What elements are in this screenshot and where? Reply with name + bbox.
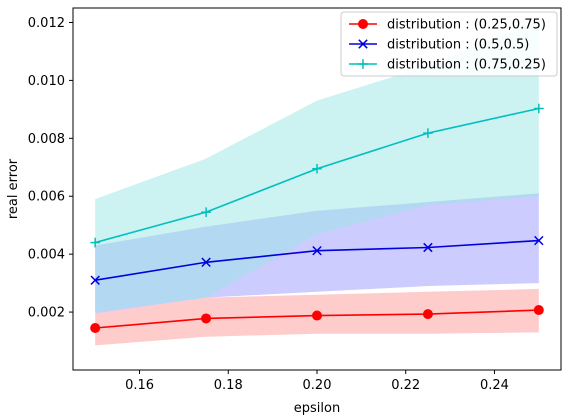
marker-series-0-point-4 bbox=[533, 305, 544, 316]
marker-series-1-point-3 bbox=[423, 242, 433, 253]
marker-series-0-point-3 bbox=[422, 309, 433, 320]
x-tick-label: 0.24 bbox=[480, 378, 509, 393]
marker-series-2-point-4 bbox=[534, 103, 544, 114]
marker-series-0-point-1 bbox=[201, 313, 212, 324]
legend-label-1: distribution : (0.5,0.5) bbox=[387, 38, 529, 53]
marker-series-0-point-0 bbox=[90, 323, 101, 334]
legend-item-0: distribution : (0.25,0.75) bbox=[349, 18, 546, 33]
x-tick-label: 0.18 bbox=[214, 378, 243, 393]
marker-series-1-point-4 bbox=[534, 235, 544, 246]
legend: distribution : (0.25,0.75) distribution :… bbox=[340, 11, 558, 77]
marker-series-1-point-2 bbox=[312, 245, 322, 256]
y-tick-label: 0.004 bbox=[28, 248, 65, 263]
x-tick-label: 0.16 bbox=[125, 378, 154, 393]
legend-label-0: distribution : (0.25,0.75) bbox=[387, 18, 546, 33]
marker-series-1-point-1 bbox=[201, 257, 211, 267]
y-tick-label: 0.006 bbox=[28, 190, 65, 205]
marker-series-2-point-2 bbox=[312, 163, 322, 174]
legend-marker-0 bbox=[358, 19, 368, 29]
legend-marker-1 bbox=[358, 39, 368, 49]
marker-series-0-point-2 bbox=[312, 310, 322, 321]
series-markers bbox=[90, 103, 544, 334]
marker-series-2-point-3 bbox=[423, 128, 433, 138]
marker-series-1-point-0 bbox=[90, 275, 100, 285]
legend-box bbox=[340, 11, 558, 77]
x-axis-ticks: 0.16 0.18 0.20 0.22 0.24 bbox=[125, 370, 509, 393]
x-tick-label: 0.22 bbox=[391, 378, 420, 393]
marker-series-2-point-0 bbox=[90, 237, 100, 248]
legend-marker-2 bbox=[358, 59, 368, 69]
legend-label-2: distribution : (0.75,0.25) bbox=[387, 58, 546, 73]
y-tick-label: 0.010 bbox=[28, 74, 65, 89]
x-tick-label: 0.20 bbox=[303, 378, 332, 393]
legend-item-2: distribution : (0.75,0.25) bbox=[349, 58, 546, 73]
y-tick-label: 0.008 bbox=[28, 132, 65, 147]
y-axis-label: real error bbox=[6, 158, 21, 219]
x-axis-label: epsilon bbox=[294, 401, 340, 416]
y-tick-label: 0.002 bbox=[28, 306, 65, 321]
marker-series-2-point-1 bbox=[201, 207, 211, 217]
y-axis-ticks: 0.002 0.004 0.006 0.008 0.010 0.012 bbox=[28, 16, 73, 321]
legend-item-1: distribution : (0.5,0.5) bbox=[349, 38, 529, 53]
y-tick-label: 0.012 bbox=[28, 16, 65, 31]
